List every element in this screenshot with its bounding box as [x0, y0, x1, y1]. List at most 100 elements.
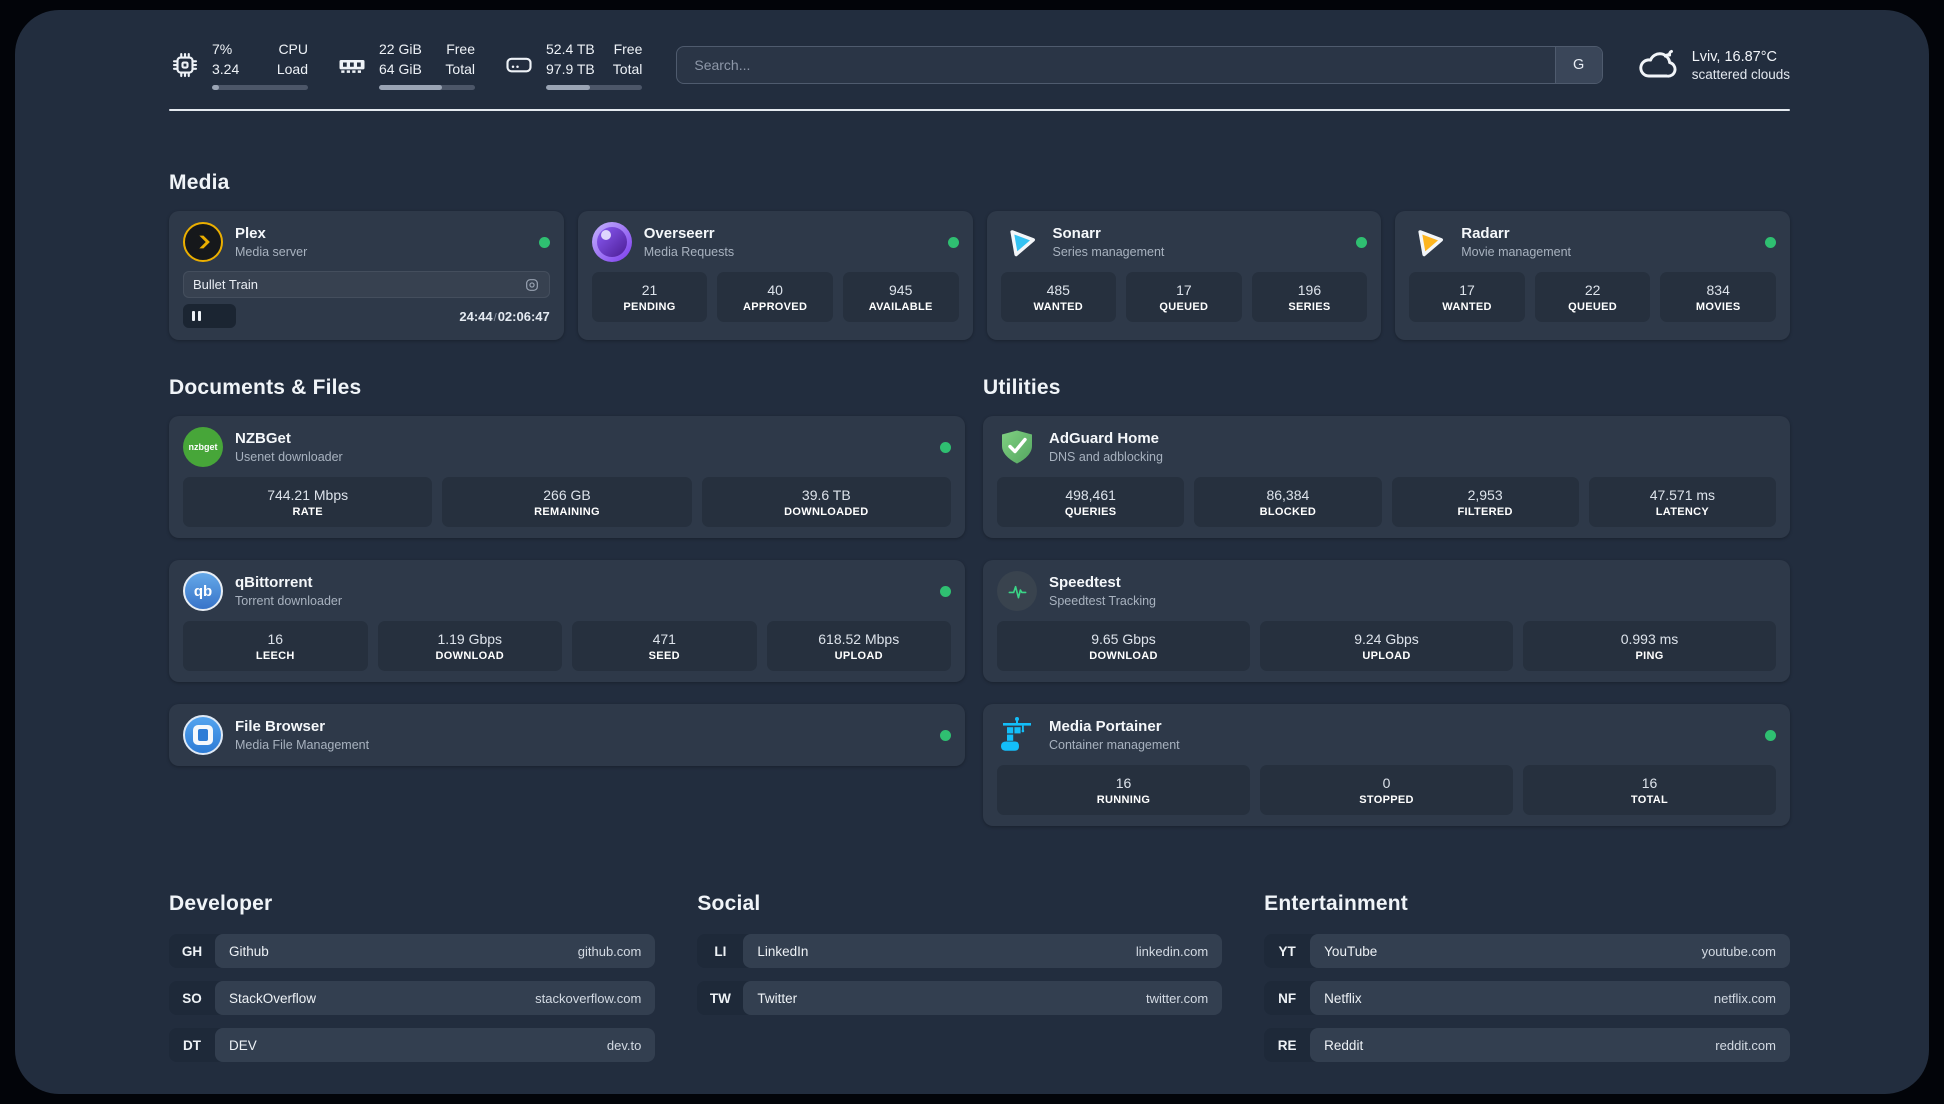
app-card-plex[interactable]: Plex Media server Bullet Train 24:44/02:06:…: [169, 211, 564, 340]
stat-label: PENDING: [623, 300, 676, 313]
stat-tiles: 21 PENDING 40 APPROVED 945 AVAILABLE: [591, 272, 959, 322]
portainer-icon: [997, 715, 1037, 755]
app-card-header: Speedtest Speedtest Tracking: [997, 571, 1776, 611]
media-card-grid: Plex Media server Bullet Train 24:44/02:06:…: [169, 211, 1790, 340]
app-titles: Media Portainer Container management: [1049, 718, 1180, 752]
radarr-icon: [1409, 222, 1449, 262]
stat-tile-wanted: 17 WANTED: [1409, 272, 1525, 322]
app-card-overseerr[interactable]: Overseerr Media Requests 21 PENDING 40 APPROV…: [577, 211, 973, 340]
app-subtitle: Movie management: [1461, 245, 1572, 259]
search-engine-button[interactable]: G: [1554, 47, 1602, 83]
app-card-media-portainer[interactable]: Media Portainer Container management 16 RUN…: [983, 704, 1790, 826]
stat-tile-upload: 618.52 Mbps UPLOAD: [766, 621, 951, 671]
system-stat-disk: 52.4 TB 97.9 TB Free Total: [503, 40, 643, 90]
plex-icon: [183, 222, 223, 262]
app-card-file-browser[interactable]: File Browser Media File Management: [169, 704, 965, 766]
cpu-load-value: 3.24: [212, 61, 240, 77]
stat-value: 196: [1297, 281, 1322, 298]
system-stat-memory: 22 GiB 64 GiB Free Total: [336, 40, 475, 90]
app-card-radarr[interactable]: Radarr Movie management 17 WANTED 22 QUEUED 83…: [1395, 211, 1790, 340]
bookmark-url: linkedin.com: [1135, 943, 1209, 959]
stat-value: 21: [641, 281, 658, 298]
stat-tile-ping: 0.993 ms PING: [1523, 621, 1776, 671]
stat-tile-approved: 40 APPROVED: [717, 272, 833, 322]
session-icon: [524, 277, 540, 293]
bookmark-url: dev.to: [606, 1037, 642, 1053]
app-card-header: AdGuard Home DNS and adblocking: [997, 427, 1776, 467]
stat-value: 17: [1176, 281, 1192, 298]
seek-bar[interactable]: [183, 304, 449, 328]
stat-label: PING: [1635, 649, 1664, 662]
app-subtitle: Torrent downloader: [235, 594, 343, 608]
bookmark-url: reddit.com: [1715, 1037, 1776, 1053]
app-titles: File Browser Media File Management: [235, 718, 369, 752]
bookmark-link-youtube[interactable]: YT YouTube youtube.com: [1264, 934, 1790, 968]
bookmark-url: stackoverflow.com: [535, 990, 642, 1006]
stat-value: 485: [1046, 281, 1070, 298]
status-online-dot: [940, 441, 951, 453]
bookmark-link-netflix[interactable]: NF Netflix netflix.com: [1264, 981, 1790, 1015]
disk-icon: [503, 49, 535, 81]
cpu-progress-bar: [212, 84, 308, 90]
app-titles: AdGuard Home DNS and adblocking: [1049, 430, 1163, 464]
status-online-dot: [538, 236, 550, 248]
stat-label: QUEUED: [1568, 300, 1618, 313]
qbittorrent-icon: qb: [183, 571, 223, 611]
app-subtitle: Media Requests: [643, 245, 735, 259]
status-online-dot: [940, 729, 951, 741]
weather-widget: Lviv, 16.87°C scattered clouds: [1635, 43, 1790, 87]
stat-tile-queued: 22 QUEUED: [1534, 272, 1651, 322]
cpu-load-label: Load: [276, 61, 308, 77]
app-card-qbittorrent[interactable]: qb qBittorrent Torrent downloader 16 LEECH 1.…: [169, 560, 965, 682]
stat-value: 9.24 Gbps: [1354, 630, 1419, 647]
stat-value: 471: [652, 630, 676, 647]
app-titles: NZBGet Usenet downloader: [235, 430, 343, 464]
bookmark-link-reddit[interactable]: RE Reddit reddit.com: [1264, 1028, 1790, 1062]
stat-value: 945: [889, 281, 913, 298]
app-name: NZBGet: [235, 430, 291, 447]
weather-location-temp: Lviv, 16.87°C: [1691, 48, 1778, 65]
bookmark-link-stackoverflow[interactable]: SO StackOverflow stackoverflow.com: [169, 981, 656, 1015]
memory-total-value: 64 GiB: [379, 61, 422, 77]
app-card-nzbget[interactable]: nzbget NZBGet Usenet downloader 744.21 Mbps…: [169, 416, 965, 538]
system-stats: 7% 3.24 CPU Load: [169, 40, 643, 90]
stat-label: UPLOAD: [834, 649, 883, 662]
app-card-header: Media Portainer Container management: [997, 715, 1776, 755]
bookmark-link-linkedin[interactable]: LI LinkedIn linkedin.com: [697, 934, 1223, 968]
top-bar: 7% 3.24 CPU Load: [169, 36, 1790, 94]
adguard-icon: [997, 427, 1037, 467]
app-card-header: qb qBittorrent Torrent downloader: [183, 571, 951, 611]
stat-value: 17: [1459, 281, 1475, 298]
disk-free-label: Free: [613, 41, 643, 58]
stat-tile-leech: 16 LEECH: [183, 621, 368, 671]
bookmark-link-github[interactable]: GH Github github.com: [169, 934, 656, 968]
utilities-column: Utilities AdGuard Home DNS and adblocking…: [983, 376, 1790, 826]
app-subtitle: DNS and adblocking: [1049, 450, 1163, 464]
stat-value: 1.19 Gbps: [437, 630, 503, 647]
bookmark-link-twitter[interactable]: TW Twitter twitter.com: [697, 981, 1223, 1015]
stat-tiles: 16 RUNNING 0 STOPPED 16 TOTAL: [997, 765, 1776, 815]
pause-icon[interactable]: [192, 311, 201, 321]
app-name: AdGuard Home: [1049, 430, 1160, 447]
disk-progress-bar: [546, 84, 643, 90]
stat-tile-seed: 471 SEED: [572, 621, 757, 671]
stat-tile-queued: 17 QUEUED: [1126, 272, 1242, 322]
stat-value: 40: [767, 281, 783, 298]
cloud-icon: [1635, 43, 1679, 87]
now-playing-bar[interactable]: Bullet Train: [183, 271, 550, 298]
bookmark-url: youtube.com: [1701, 943, 1776, 959]
search-input[interactable]: [677, 47, 1555, 83]
bookmark-link-dev[interactable]: DT DEV dev.to: [169, 1028, 656, 1062]
bookmark-name: Github: [229, 943, 269, 959]
cpu-icon: [169, 49, 201, 81]
stat-label: APPROVED: [743, 300, 808, 313]
stat-value: 266 GB: [543, 486, 591, 503]
app-card-speedtest[interactable]: Speedtest Speedtest Tracking 9.65 Gbps DOWN…: [983, 560, 1790, 682]
stat-tile-rate: 744.21 Mbps RATE: [183, 477, 433, 527]
app-card-sonarr[interactable]: Sonarr Series management 485 WANTED 17 QUEUED…: [986, 211, 1382, 340]
stat-tile-series: 196 SERIES: [1251, 272, 1368, 322]
status-online-dot: [947, 236, 959, 248]
app-card-adguard-home[interactable]: AdGuard Home DNS and adblocking 498,461 QUE…: [983, 416, 1790, 538]
stat-tile-downloaded: 39.6 TB DOWNLOADED: [701, 477, 951, 527]
stat-tiles: 17 WANTED 22 QUEUED 834 MOVIES: [1409, 272, 1776, 322]
